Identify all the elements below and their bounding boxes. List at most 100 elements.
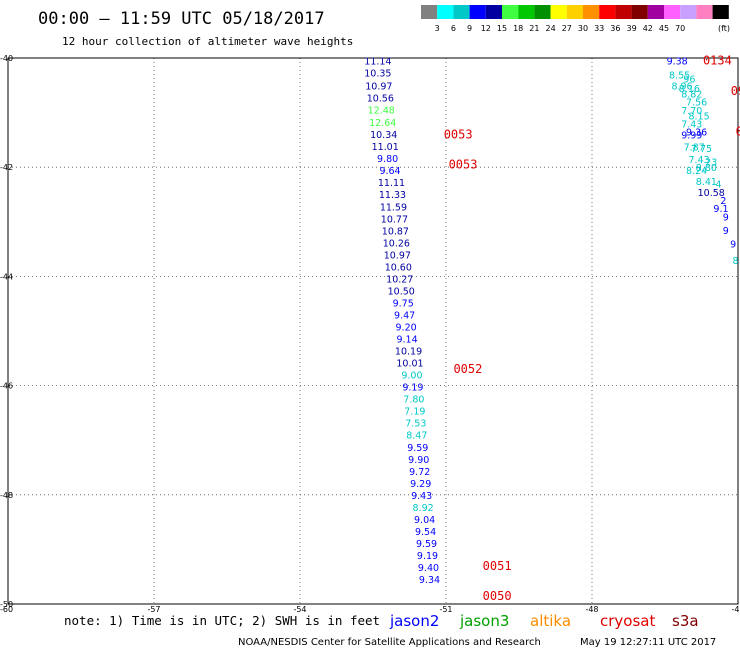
wave-height-point: 10.01 — [396, 359, 423, 370]
wave-height-point: 7.19 — [404, 407, 425, 418]
wave-height-point: 7.75 — [691, 144, 712, 155]
color-swatch — [712, 5, 729, 19]
color-swatch — [680, 5, 697, 19]
color-label: 24 — [546, 24, 556, 33]
x-corner-label: -60 — [0, 605, 13, 614]
wave-height-point: 9.59 — [407, 443, 428, 454]
wave-height-point: 10.35 — [364, 69, 391, 80]
pass-label: 0053 — [449, 157, 478, 171]
wave-height-point: 9.43 — [411, 491, 432, 502]
color-label: 30 — [578, 24, 588, 33]
wave-height-point: 9.99 — [681, 130, 702, 141]
wave-height-point: 9.80 — [377, 154, 398, 165]
pass-label: 0134 — [703, 54, 732, 68]
x-tick-label: -45 — [731, 605, 740, 614]
color-label: 36 — [610, 24, 620, 33]
wave-height-point: 8 — [733, 256, 739, 267]
wave-height-point: 10.34 — [370, 130, 397, 141]
wave-height-point: 10.77 — [381, 215, 408, 226]
wave-height-point: 8.15 — [688, 111, 709, 122]
color-label: 3 — [435, 24, 440, 33]
data-marks: 11.1410.3510.9710.5612.4812.6410.3411.01… — [364, 54, 740, 603]
color-swatch — [453, 5, 470, 19]
axis-ticks: -57 -54 -51 -48 -45 -42 -44 -46 -48 -50 -40 -60 — [0, 54, 740, 614]
satellite-name: jason3 — [459, 612, 509, 630]
wave-height-point: 9.29 — [410, 479, 431, 490]
y-tick-label: -46 — [0, 382, 13, 391]
wave-height-point: 11.01 — [372, 142, 399, 153]
wave-height-point: 7.80 — [403, 395, 424, 406]
wave-height-point: 8.96 — [671, 81, 692, 92]
color-swatch — [437, 5, 454, 19]
satellite-legend: jason2 jason3 altika cryosat s3a — [389, 612, 699, 630]
wave-height-point: 9.20 — [396, 323, 417, 334]
wave-height-point: 10.56 — [367, 93, 394, 104]
x-tick-label: -48 — [585, 605, 598, 614]
color-swatch — [566, 5, 583, 19]
wave-height-point: 23 — [705, 158, 717, 169]
wave-height-point: 4 — [716, 180, 722, 191]
color-label: 42 — [643, 24, 653, 33]
color-swatch — [615, 5, 632, 19]
color-swatch — [583, 5, 600, 19]
color-swatch — [502, 5, 519, 19]
wave-height-point: 10.19 — [395, 347, 422, 358]
wave-height-point: 9 — [723, 212, 729, 223]
wave-height-point: 9.59 — [416, 539, 437, 550]
wave-height-point: 12.48 — [368, 105, 395, 116]
wave-height-point: 9.64 — [379, 166, 400, 177]
wave-height-point: 7.87 — [684, 142, 705, 153]
chart-title: 00:00 – 11:59 UTC 05/18/2017 — [38, 9, 325, 29]
wave-height-point: 7.56 — [686, 98, 707, 109]
wave-height-point: 10.27 — [386, 275, 413, 286]
color-label: 45 — [659, 24, 669, 33]
wave-height-point: 9.40 — [418, 563, 439, 574]
color-label: 33 — [594, 24, 604, 33]
footer-timestamp: May 19 12:27:11 UTC 2017 — [580, 637, 716, 648]
color-legend: 3 6 9 12 15 18 21 24 27 30 33 36 39 42 45 70 (ft) — [421, 5, 730, 33]
wave-height-point: 9.36 — [686, 128, 707, 139]
pass-label: 0050 — [483, 589, 512, 603]
y-tick-label: -44 — [0, 272, 13, 281]
wave-height-point: 9 — [723, 226, 729, 237]
wave-height-point: 10.26 — [383, 239, 410, 250]
color-label: 70 — [675, 24, 685, 33]
color-label: 18 — [513, 24, 523, 33]
color-swatch — [534, 5, 551, 19]
pass-label: 0051 — [483, 559, 512, 573]
color-label: 12 — [481, 24, 491, 33]
color-unit: (ft) — [718, 24, 730, 33]
color-label: 39 — [627, 24, 637, 33]
wave-height-point: 10.97 — [365, 81, 392, 92]
wave-height-point: 8.55 — [669, 70, 690, 81]
wave-height-point: 9.1 — [713, 204, 728, 215]
satellite-name: jason2 — [389, 612, 439, 630]
plot-frame — [7, 57, 739, 605]
color-swatch — [599, 5, 616, 19]
wave-height-point: 11.33 — [379, 190, 406, 201]
wave-height-point: 9.14 — [396, 335, 417, 346]
footer-credit: NOAA/NESDIS Center for Satellite Applica… — [238, 637, 541, 648]
wave-height-point: 7.43 — [681, 120, 702, 131]
wave-height-point: 8.47 — [406, 431, 427, 442]
wave-height-point: 10.87 — [382, 227, 409, 238]
wave-height-point: 9.72 — [409, 467, 430, 478]
color-swatch — [469, 5, 486, 19]
pass-label: 09 — [731, 84, 740, 98]
wave-height-point: 9.34 — [419, 575, 440, 586]
wave-height-point: 9.90 — [408, 455, 429, 466]
color-swatch — [664, 5, 681, 19]
satellite-name: altika — [530, 612, 571, 630]
color-label: 21 — [529, 24, 539, 33]
wave-height-point: 10.58 — [698, 188, 725, 199]
wave-height-point: 9.54 — [415, 527, 436, 538]
wave-height-point: 8.24 — [686, 166, 707, 177]
y-tick-label-top: -40 — [0, 54, 13, 63]
plot-area: -57 -54 -51 -48 -45 -42 -44 -46 -48 -50 -40 -60 11.… — [0, 54, 740, 614]
wave-height-point: 9.19 — [402, 383, 423, 394]
wave-height-point: 8.16 — [679, 84, 700, 95]
color-swatch — [518, 5, 535, 19]
color-swatch — [421, 5, 438, 19]
y-tick-label: -42 — [0, 163, 13, 172]
wave-height-point: 9.75 — [393, 299, 414, 310]
